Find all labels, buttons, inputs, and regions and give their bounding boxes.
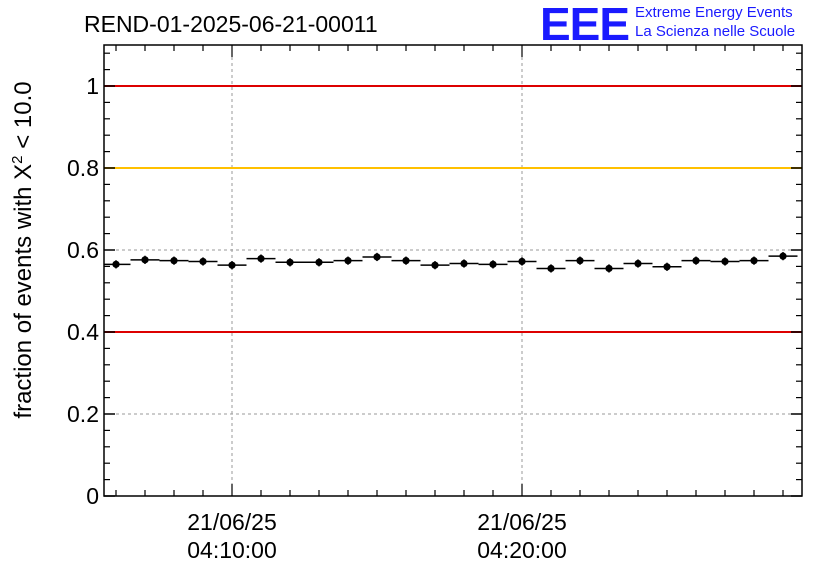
data-point — [170, 257, 178, 265]
reference-lines — [104, 85, 802, 333]
logo-text: Extreme Energy Events La Scienza nelle S… — [635, 3, 795, 41]
y-tick-label: 1 — [86, 73, 99, 99]
data-point — [634, 259, 642, 268]
data-point — [228, 261, 236, 269]
data-point — [547, 264, 555, 273]
y-tick-label: 0.6 — [67, 237, 99, 263]
logo-line-1: Extreme Energy Events — [635, 4, 793, 21]
logo-line-2: La Scienza nelle Scuole — [635, 23, 796, 40]
data-point — [344, 257, 352, 265]
x-tick-label-time: 04:10:00 — [187, 537, 277, 563]
x-tick-label-date: 21/06/25 — [187, 509, 277, 535]
data-point — [663, 263, 671, 271]
data-point — [460, 259, 468, 268]
data-point — [692, 257, 700, 265]
data-point — [373, 253, 381, 261]
data-point — [315, 258, 323, 266]
eee-logo: EEE Extreme Energy Events La Scienza nel… — [540, 0, 795, 50]
data-point — [576, 257, 584, 265]
data-point — [721, 257, 729, 266]
data-point — [112, 260, 120, 268]
data-point — [141, 256, 149, 264]
data-point — [286, 258, 294, 266]
chart-title: REND-01-2025-06-21-00011 — [84, 11, 378, 37]
x-tick-label-date: 21/06/25 — [477, 509, 567, 535]
logo-mark: EEE — [540, 0, 630, 50]
y-axis-label-prefix: fraction of events with X — [10, 164, 37, 419]
data-series — [104, 252, 798, 273]
y-tick-label: 0.8 — [67, 155, 99, 181]
plot-frame — [103, 44, 803, 497]
y-axis-label-suffix: < 10.0 — [10, 81, 37, 155]
y-tick-label: 0.2 — [67, 401, 99, 427]
x-tick-label-time: 04:20:00 — [477, 537, 567, 563]
data-point — [257, 255, 265, 263]
data-point — [431, 261, 439, 269]
data-point — [518, 257, 526, 266]
data-point — [750, 257, 758, 265]
data-point — [605, 264, 613, 273]
y-axis-label-sup: 2 — [9, 155, 26, 163]
axes: 00.20.40.60.8121/06/2504:10:0021/06/2504… — [67, 45, 802, 563]
data-point — [489, 260, 497, 268]
data-point — [779, 252, 787, 260]
data-point — [402, 257, 410, 265]
data-point — [199, 257, 207, 266]
y-tick-label: 0.4 — [67, 319, 99, 345]
y-tick-label: 0 — [86, 483, 99, 509]
grid — [104, 45, 802, 497]
y-axis-label: fraction of events with X2 < 10.0 — [9, 81, 37, 418]
